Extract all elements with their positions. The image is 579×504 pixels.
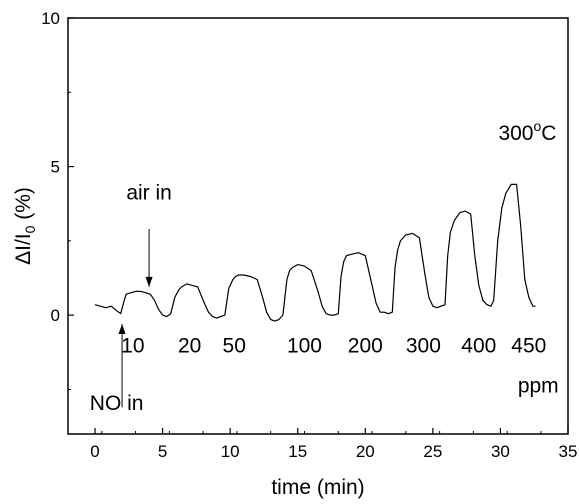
x-tick-label: 30 xyxy=(491,442,510,461)
series-line xyxy=(94,183,536,322)
x-tick-label: 15 xyxy=(288,442,307,461)
air-in-label: air in xyxy=(126,181,172,204)
x-axis-title: time (min) xyxy=(271,476,364,499)
concentration-label: 10 xyxy=(121,334,144,357)
x-tick-label: 25 xyxy=(423,442,442,461)
x-tick-label: 10 xyxy=(221,442,240,461)
concentration-label: 300 xyxy=(406,334,441,357)
concentration-label: 400 xyxy=(461,334,496,357)
labels: 0 5 10 15 20 25 30 35 0 5 10 xyxy=(41,9,577,461)
y-axis-title: ΔI/I0 (%) xyxy=(12,187,38,265)
concentration-label: 20 xyxy=(178,334,201,357)
y-tick-label: 10 xyxy=(41,9,60,28)
x-tick-label: 20 xyxy=(356,442,375,461)
no-in-arrow-head xyxy=(118,324,126,335)
x-tick-label: 5 xyxy=(158,442,167,461)
y-tick-label: 0 xyxy=(51,306,60,325)
concentration-label: 200 xyxy=(348,334,383,357)
ppm-unit-label: ppm xyxy=(518,374,559,397)
annotations: 10 20 50 100 200 300 400 450 air in NO in 300oC ppm xyxy=(90,118,559,415)
ticks xyxy=(67,17,569,434)
air-in-arrow-head xyxy=(145,276,153,287)
x-tick-label: 35 xyxy=(559,442,578,461)
concentration-label: 50 xyxy=(223,334,246,357)
concentration-label: 450 xyxy=(511,334,546,357)
series-layer xyxy=(94,183,536,322)
temperature-label: 300oC xyxy=(498,118,556,145)
no-in-label: NO in xyxy=(90,392,144,415)
concentration-label: 100 xyxy=(287,334,322,357)
x-tick-label: 0 xyxy=(90,442,99,461)
plot-frame xyxy=(67,17,569,435)
y-tick-label: 5 xyxy=(51,158,60,177)
